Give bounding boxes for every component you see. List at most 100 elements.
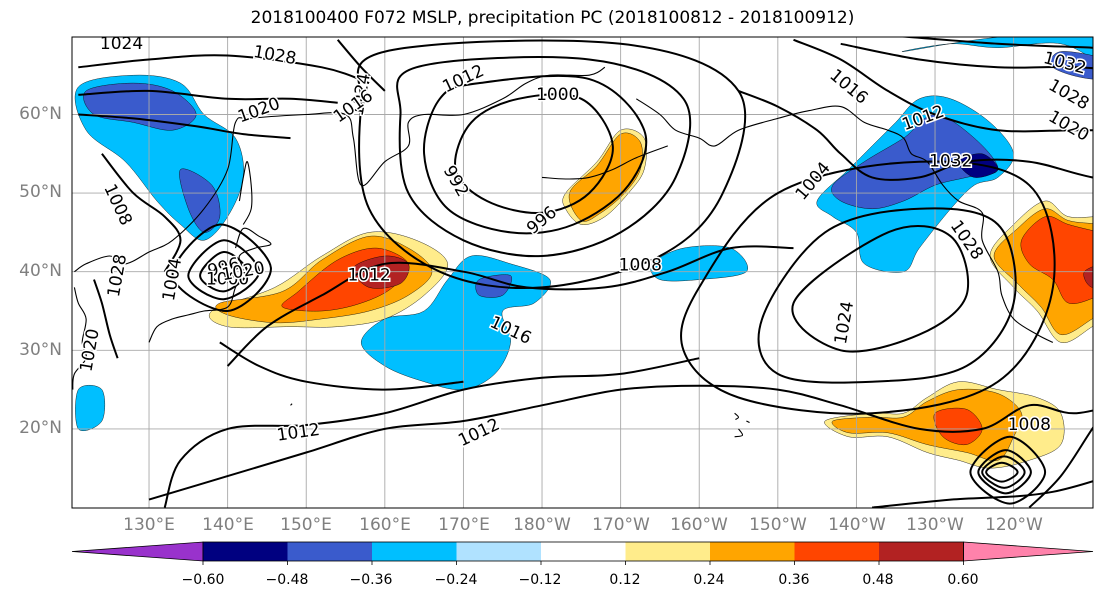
lon-label-150w: 150°W: [749, 515, 807, 535]
colorbar-extend-high: [963, 541, 1094, 562]
lat-label-20n: 20°N: [19, 418, 62, 438]
coastlines: [72, 40, 1105, 438]
coastline-0: [74, 66, 606, 273]
isobar-22: [78, 113, 291, 140]
isobar-25: [793, 38, 1093, 133]
coastline-5: [636, 98, 1054, 343]
lon-label-140w: 140°W: [828, 515, 886, 535]
isobar-label-12: 1000: [206, 270, 249, 290]
coastline-6: [541, 145, 668, 180]
isobar-1: [423, 74, 648, 235]
isobar-17: [226, 245, 794, 367]
map-frame: [71, 36, 1094, 509]
lon-label-150e: 150°E: [280, 515, 332, 535]
precip-region-3: [75, 385, 106, 431]
coastline-8: [746, 420, 750, 424]
lon-label-140e: 140°E: [202, 515, 254, 535]
lon-label-130e: 130°E: [123, 515, 175, 535]
colorbar-tick-neg012: −0.12: [518, 572, 562, 588]
isobar-20: [78, 54, 370, 85]
precip-region-20: [1020, 215, 1093, 304]
colorbar-bin-7: [794, 542, 880, 561]
isobar-label-29: 1008: [1008, 415, 1051, 435]
isobar-18: [219, 341, 464, 391]
colorbar-bin-5: [625, 542, 711, 561]
isobar-3: [356, 39, 747, 290]
colorbar-bin-4: [541, 542, 626, 561]
precip-region-23: [831, 388, 1023, 462]
colorbar-bin-8: [879, 542, 964, 561]
precip-region-2: [179, 168, 221, 233]
colorbar-tick-060: 0.60: [947, 572, 979, 588]
colorbar-tick-048: 0.48: [862, 572, 894, 588]
colorbar-bin-2: [372, 542, 457, 561]
lon-label-170w: 170°W: [592, 515, 650, 535]
coastline-2: [148, 227, 272, 343]
lat-label-60n: 60°N: [19, 104, 62, 124]
lon-label-160e: 160°E: [359, 515, 411, 535]
isobar-0: [454, 93, 614, 214]
isobar-27: [896, 37, 1093, 49]
colorbar: [71, 541, 1094, 565]
isobar-16: [163, 357, 700, 508]
isobar-label-17: 1008: [619, 255, 662, 275]
coastline-9: [734, 428, 744, 438]
map-title: 2018100400 F072 MSLP, precipitation PC (…: [250, 8, 855, 28]
colorbar-bin-6: [710, 542, 795, 561]
lon-label-160w: 160°W: [670, 515, 728, 535]
isobar-7: [985, 461, 1019, 483]
isobar-28: [738, 89, 1093, 181]
coastline-3: [238, 161, 253, 225]
precip-region-11: [568, 132, 643, 222]
lat-label-50n: 50°N: [19, 182, 62, 202]
isobar-12: [199, 251, 249, 293]
isobar-label-16: 1012: [347, 266, 390, 286]
isobar-13: [187, 239, 261, 301]
colorbar-bin-1: [287, 542, 373, 561]
isobar-6: [680, 160, 1056, 415]
coastline-1: [72, 287, 87, 390]
isobar-15: [148, 384, 1093, 501]
coastline-7: [734, 412, 740, 420]
colorbar-extend-low: [71, 541, 204, 562]
isobar-26: [840, 42, 1093, 70]
lon-label-170e: 170°E: [438, 515, 490, 535]
lon-label-120w: 120°W: [985, 515, 1043, 535]
isobar-2: [396, 56, 692, 258]
colorbar-tick-012: 0.12: [609, 572, 641, 588]
isobar-5: [757, 207, 1017, 384]
isobar-contours: [78, 37, 1093, 508]
isobar-8: [981, 455, 1026, 489]
colorbar-bin-0: [203, 542, 288, 561]
isobar-23: [93, 279, 119, 359]
colorbar-tick-neg024: −0.24: [434, 572, 478, 588]
isobar-label-6: 1000: [536, 85, 579, 105]
isobar-29: [1028, 425, 1093, 508]
isobar-label-23: 1032: [1041, 48, 1088, 79]
isobar-24: [336, 39, 386, 92]
colorbar-tick-024: 0.24: [693, 572, 725, 588]
isobar-21: [78, 89, 338, 104]
isobar-11: [210, 262, 237, 285]
isobar-label-0: 1024: [100, 34, 143, 54]
precip-region-24: [933, 407, 983, 446]
colorbar-tick-neg048: −0.48: [265, 572, 309, 588]
colorbar-tick-neg060: −0.60: [181, 572, 225, 588]
lon-label-130w: 130°W: [906, 515, 964, 535]
colorbar-tick-036: 0.36: [778, 572, 810, 588]
isobar-9: [977, 449, 1032, 495]
colorbar-tick-neg036: −0.36: [349, 572, 393, 588]
colorbar-bin-3: [456, 542, 542, 561]
precip-region-16: [901, 37, 1093, 60]
lat-label-40n: 40°N: [19, 261, 62, 281]
isobar-19: [101, 153, 182, 273]
coastline-10: [1100, 40, 1105, 115]
lon-label-180w: 180°W: [513, 515, 571, 535]
coastline-4: [290, 403, 293, 406]
isobar-4: [791, 225, 970, 353]
precip-region-7: [352, 255, 410, 289]
lat-label-30n: 30°N: [19, 340, 62, 360]
isobar-label-31: 1032: [929, 152, 972, 172]
